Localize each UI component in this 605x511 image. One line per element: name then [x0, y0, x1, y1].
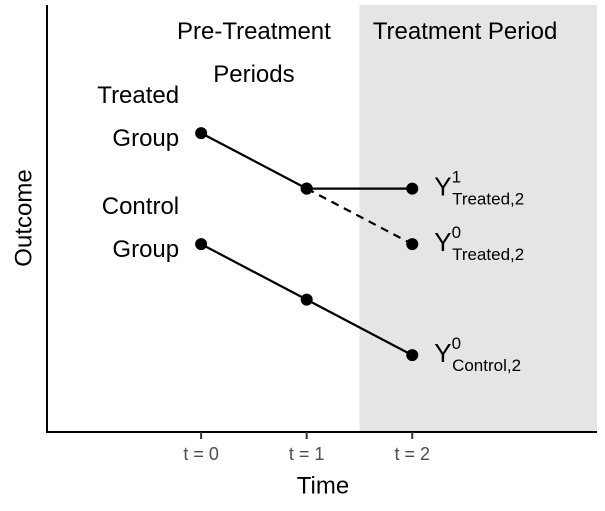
- annotation-sub: Treated,2: [452, 190, 524, 209]
- annotation-main: Y: [434, 338, 451, 368]
- annotation: Y1 Treated,2: [434, 168, 524, 209]
- x-tick-label: t = 0: [183, 444, 219, 464]
- point: [300, 293, 313, 306]
- annotation-sub: Control,2: [452, 357, 521, 376]
- point: [195, 127, 208, 140]
- period-label: Treatment Period: [372, 18, 558, 45]
- point: [195, 238, 208, 251]
- point: [406, 349, 419, 362]
- annotation-sup: 1: [452, 168, 461, 187]
- y-axis-label: Outcome: [10, 169, 37, 266]
- annotation-sup: 0: [452, 335, 461, 354]
- annotation-main: Y: [434, 227, 451, 257]
- annotation: Y0 Treated,2: [434, 224, 524, 265]
- annotation-sup: 0: [452, 224, 461, 243]
- x-tick-label: t = 1: [289, 444, 325, 464]
- point: [300, 182, 313, 195]
- point: [406, 182, 419, 195]
- x-axis-label: Time: [297, 472, 349, 499]
- annotation-main: Y: [434, 171, 451, 201]
- period-label: Pre-Treatment Periods: [176, 18, 331, 88]
- series-label: Control Group: [101, 193, 180, 264]
- shaded-region: [359, 5, 597, 432]
- series-label: Treated Group: [97, 82, 180, 153]
- annotation: Y0 Control,2: [434, 335, 521, 376]
- x-tick-label: t = 2: [394, 444, 430, 464]
- point: [406, 238, 419, 251]
- annotation-sub: Treated,2: [452, 246, 524, 265]
- dashed-line: [306, 187, 413, 246]
